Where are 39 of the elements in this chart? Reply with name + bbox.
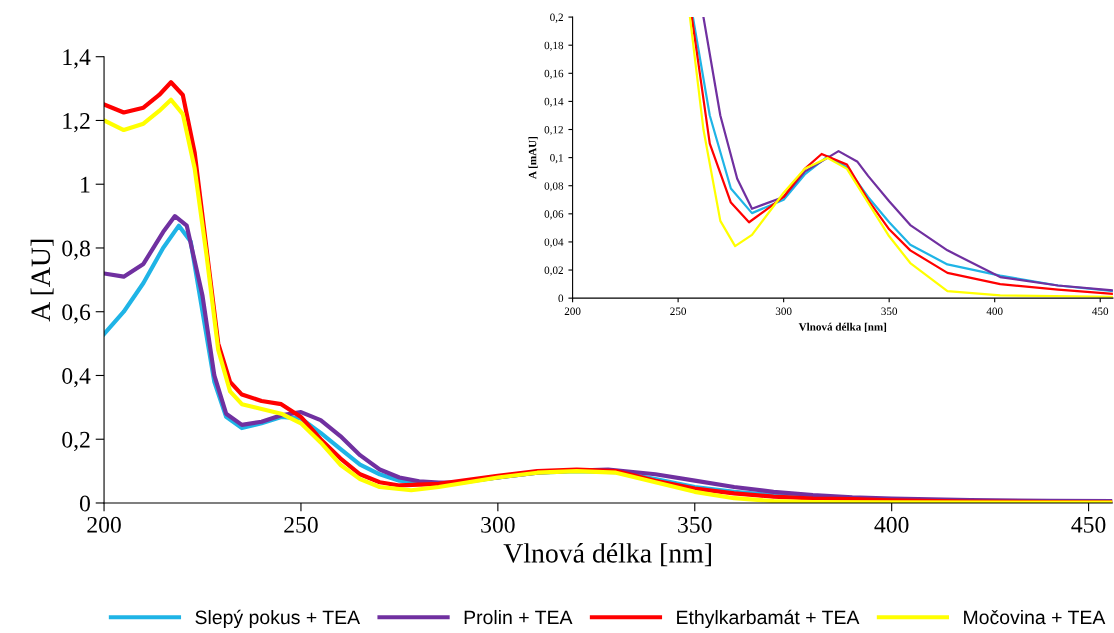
- x-tick-label: 250: [284, 516, 318, 533]
- y-tick-label: 0,16: [544, 69, 564, 79]
- y-tick-label: 0,4: [62, 367, 91, 388]
- x-tick-label: 250: [670, 307, 687, 315]
- y-tick-label: 0,6: [62, 304, 91, 324]
- y-tick-label: 0,12: [544, 125, 563, 136]
- legend-label: Ethylkarbamát + TEA: [677, 609, 860, 629]
- y-tick-label: 1: [81, 176, 90, 193]
- y-tick-label: 0,08: [544, 182, 564, 192]
- x-tick-label: 400: [874, 516, 909, 533]
- x-tick-label: 350: [881, 307, 898, 315]
- y-tick-label: 0,04: [544, 238, 564, 248]
- legend-label: Močovina + TEA: [964, 609, 1106, 625]
- x-axis-title: Vlnová délka [nm]: [503, 543, 711, 567]
- y-tick-label: 0,18: [544, 41, 564, 51]
- y-tick-label: 0,2: [550, 13, 563, 23]
- y-tick-label: 0: [558, 294, 564, 303]
- y-axis-title: A [mAU]: [528, 136, 538, 179]
- legend-label: Prolin + TEA: [464, 609, 573, 625]
- x-tick-label: 450: [1071, 516, 1106, 533]
- y-tick-label: 0,2: [62, 431, 90, 452]
- x-tick-label: 400: [986, 307, 1003, 315]
- x-axis-title: Vlnová délka [nm]: [798, 322, 887, 332]
- y-tick-label: 1,2: [63, 113, 90, 133]
- y-tick-label: 0,06: [544, 210, 564, 220]
- x-tick-label: 450: [1092, 307, 1109, 315]
- legend-label: Slepý pokus + TEA: [195, 609, 361, 629]
- x-tick-label: 200: [87, 516, 121, 533]
- x-tick-label: 300: [481, 516, 515, 533]
- y-tick-label: 0: [79, 495, 90, 512]
- x-tick-label: 350: [678, 516, 712, 533]
- y-tick-label: 0,1: [550, 154, 563, 164]
- y-tick-label: 0,02: [544, 266, 563, 276]
- y-tick-label: 0,14: [544, 97, 564, 107]
- y-tick-label: 0,8: [62, 240, 90, 260]
- y-axis-title: A [AU]: [30, 239, 54, 322]
- y-tick-label: 1,4: [63, 49, 91, 69]
- x-tick-label: 300: [775, 307, 792, 315]
- x-tick-label: 200: [564, 307, 581, 315]
